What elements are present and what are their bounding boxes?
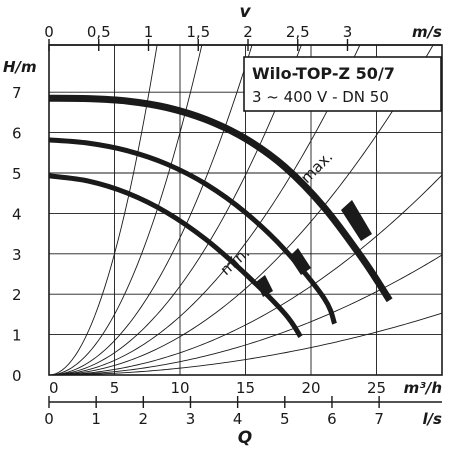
min-arrow	[256, 275, 273, 297]
x-tick-label: 10	[170, 379, 189, 397]
pump-curve-mid	[48, 137, 337, 325]
ls-tick-label: 6	[327, 410, 337, 428]
system-curve	[48, 174, 443, 376]
pump-spec-subtitle: 3 ~ 400 V - DN 50	[252, 88, 389, 106]
y-tick-label: 7	[12, 84, 22, 102]
y-axis-ticks: 0 1 2 3 4 5 6 7	[12, 84, 22, 385]
y-tick-label: 3	[12, 246, 22, 264]
ls-tick-label: 1	[91, 410, 101, 428]
y-tick-label: 5	[12, 165, 22, 183]
top-tick-label: 2	[243, 23, 253, 41]
system-curve	[48, 44, 302, 376]
system-curve	[48, 312, 443, 376]
ls-tick-label: 4	[233, 410, 243, 428]
system-curve	[48, 254, 443, 376]
max-curve-label: max.	[297, 148, 336, 187]
ls-tick-label: 2	[139, 410, 149, 428]
system-curves	[48, 44, 443, 376]
top-tick-label: 3	[343, 23, 353, 41]
x-tick-label: 15	[236, 379, 255, 397]
y-tick-label: 0	[12, 367, 22, 385]
ls-tick-label: 7	[374, 410, 384, 428]
plot-frame	[48, 44, 443, 376]
ls-tick-label: 5	[280, 410, 290, 428]
x-axis-title: Q	[238, 428, 252, 448]
y-axis-title: H/m	[3, 58, 37, 76]
mid-arrow	[289, 248, 311, 275]
y-tick-label: 2	[12, 286, 22, 304]
top-tick-label: 0,5	[87, 23, 111, 41]
x-tick-label: 0	[49, 379, 59, 397]
pump-curves	[48, 94, 393, 339]
system-curve	[48, 44, 361, 376]
ls-axis-unit: l/s	[422, 410, 442, 428]
max-arrow	[341, 200, 372, 241]
x-axis-unit: m³/h	[404, 379, 442, 397]
x-tick-label: 5	[110, 379, 120, 397]
top-axis-ticks: 0 0,5 1 1,5 2 2,5 3	[44, 23, 352, 51]
pump-curve-min	[48, 173, 303, 339]
top-tick-label: 0	[44, 23, 54, 41]
y-tick-label: 4	[12, 205, 22, 223]
x-tick-label: 20	[301, 379, 320, 397]
system-curve	[48, 44, 434, 376]
y-tick-label: 6	[12, 125, 22, 143]
pump-model-title: Wilo-TOP-Z 50/7	[252, 64, 395, 83]
top-tick-label: 1	[144, 23, 154, 41]
system-curve	[48, 44, 203, 376]
y-tick-label: 1	[12, 327, 22, 345]
top-tick-label: 2,5	[286, 23, 310, 41]
ls-tick-label: 3	[186, 410, 196, 428]
legend-box	[243, 56, 442, 112]
x-tick-label: 25	[367, 379, 386, 397]
ls-tick-label: 0	[44, 410, 54, 428]
system-curve	[48, 44, 253, 376]
system-curve	[48, 44, 158, 376]
top-axis-unit: m/s	[412, 23, 442, 41]
x-axis-ticks: 0 5 10 15 20 25	[49, 379, 386, 397]
ls-axis-ticks: 0 1 2 3 4 5 6 7	[44, 396, 384, 428]
pump-curve-max	[48, 94, 393, 303]
top-axis-title: v	[239, 2, 251, 22]
top-tick-label: 1,5	[186, 23, 210, 41]
